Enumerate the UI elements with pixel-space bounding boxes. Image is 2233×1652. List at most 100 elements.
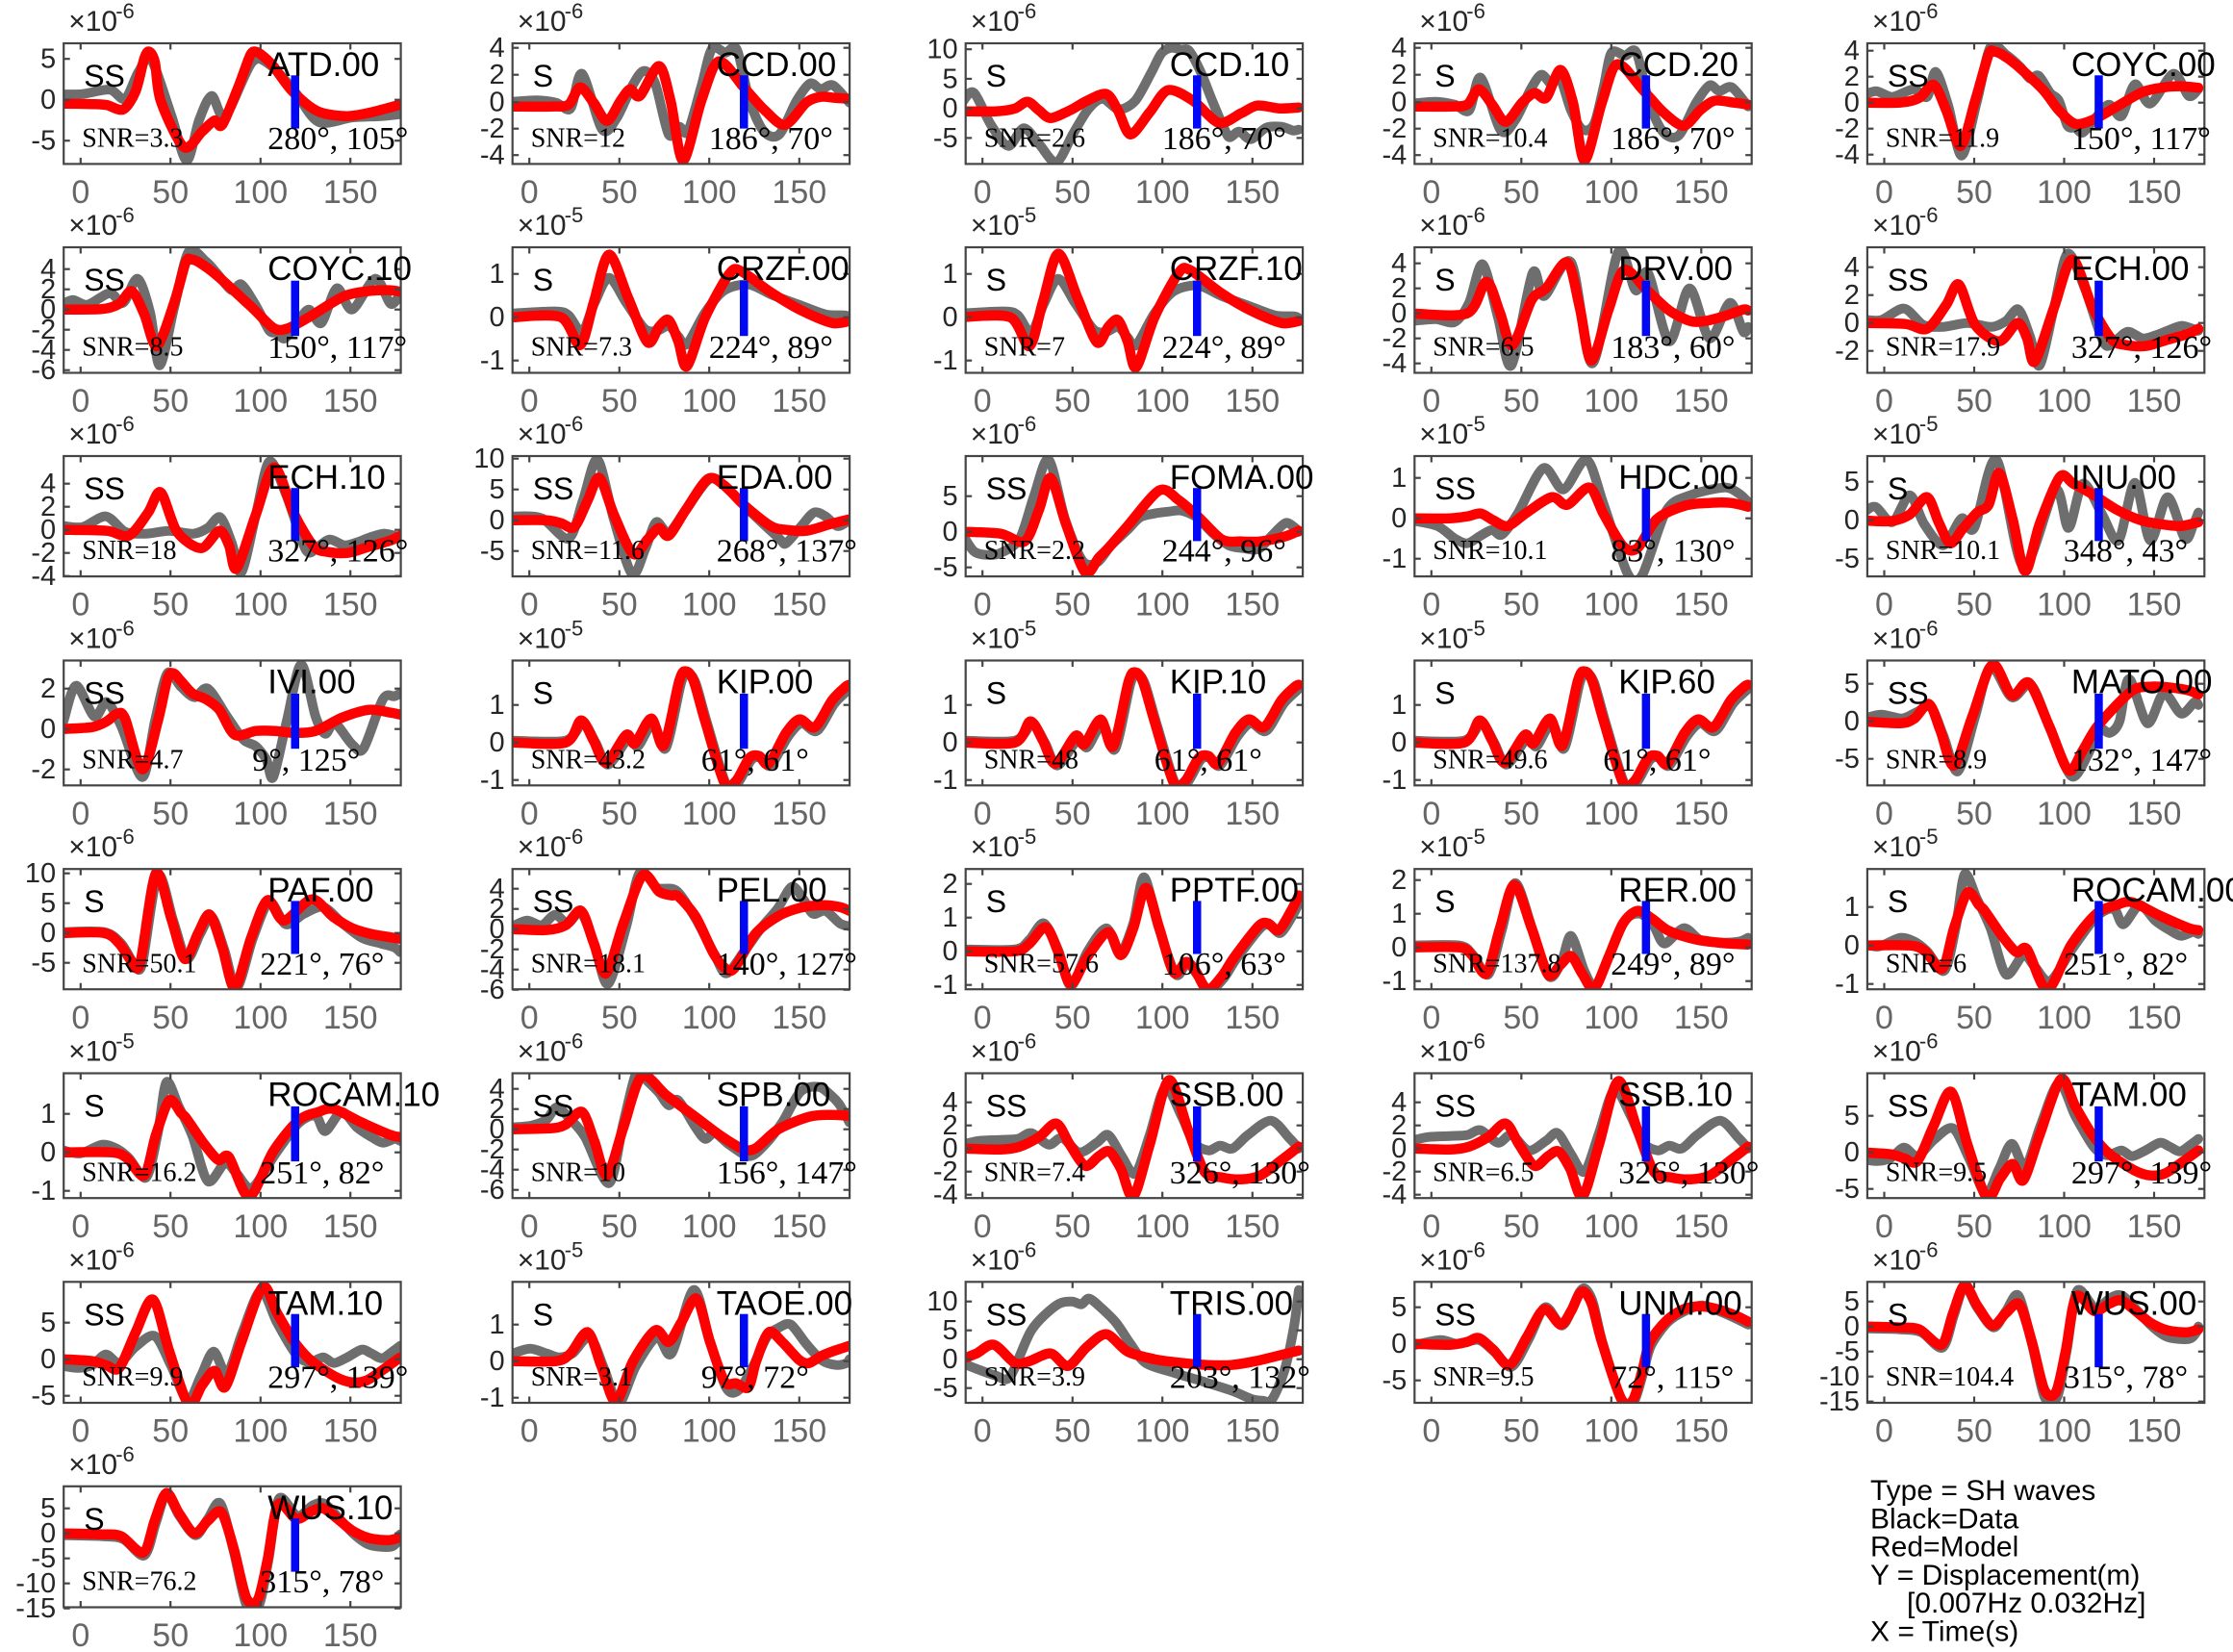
svg-text:50: 50	[1956, 1208, 1992, 1245]
svg-text:0: 0	[1422, 796, 1440, 832]
svg-text:100: 100	[233, 174, 288, 211]
svg-text:×10: ×10	[68, 6, 117, 38]
svg-text:SNR=16.2: SNR=16.2	[82, 1157, 196, 1187]
svg-text:100: 100	[682, 1000, 737, 1036]
svg-text:-6: -6	[565, 412, 584, 436]
svg-text:50: 50	[601, 587, 638, 623]
svg-text:-6: -6	[1919, 0, 1939, 23]
svg-text:100: 100	[1135, 1000, 1190, 1036]
svg-text:100: 100	[2037, 1413, 2092, 1450]
svg-text:-6: -6	[1919, 203, 1939, 227]
svg-text:×10: ×10	[1419, 1036, 1468, 1068]
svg-text:0: 0	[1422, 1413, 1440, 1450]
svg-text:2: 2	[490, 1094, 505, 1125]
svg-text:150: 150	[323, 1413, 378, 1450]
svg-text:×10: ×10	[518, 1036, 567, 1068]
svg-text:0: 0	[520, 796, 539, 832]
svg-text:ROCAM.00: ROCAM.00	[2071, 872, 2233, 909]
svg-text:5: 5	[1844, 1101, 1860, 1131]
svg-text:×10: ×10	[971, 1036, 1020, 1068]
svg-text:KIP.60: KIP.60	[1618, 664, 1715, 701]
svg-text:50: 50	[1054, 1413, 1091, 1450]
svg-text:50: 50	[152, 1000, 189, 1036]
svg-text:0: 0	[71, 1000, 89, 1036]
svg-text:61°, 61°: 61°, 61°	[701, 743, 809, 778]
svg-text:-1: -1	[1383, 765, 1408, 796]
svg-text:0: 0	[1422, 1000, 1440, 1036]
svg-text:100: 100	[1584, 174, 1638, 211]
svg-text:10: 10	[926, 1286, 957, 1317]
svg-text:0: 0	[1844, 930, 1860, 961]
svg-text:100: 100	[1135, 1208, 1190, 1245]
svg-text:SS: SS	[1888, 1089, 1929, 1124]
svg-text:1: 1	[1391, 899, 1407, 929]
svg-text:5: 5	[943, 64, 958, 94]
svg-text:5: 5	[40, 888, 56, 919]
svg-text:SNR=49.6: SNR=49.6	[1433, 745, 1547, 775]
svg-text:1: 1	[490, 1309, 505, 1340]
svg-text:100: 100	[233, 1617, 288, 1647]
svg-text:0: 0	[974, 1000, 992, 1036]
svg-text:S: S	[533, 263, 553, 297]
svg-text:-6: -6	[115, 825, 135, 849]
svg-text:-1: -1	[1383, 544, 1408, 574]
svg-text:0: 0	[974, 1413, 992, 1450]
svg-text:SS: SS	[986, 471, 1028, 506]
svg-text:315°, 78°: 315°, 78°	[2064, 1360, 2188, 1396]
svg-text:-1: -1	[933, 970, 958, 1001]
svg-text:0: 0	[520, 587, 539, 623]
svg-text:S: S	[1434, 263, 1455, 297]
svg-text:SS: SS	[986, 1297, 1028, 1332]
svg-text:×10: ×10	[971, 419, 1020, 450]
svg-text:100: 100	[1135, 1413, 1190, 1450]
svg-text:SNR=6: SNR=6	[1886, 949, 1967, 978]
svg-text:1: 1	[1391, 463, 1407, 494]
svg-text:SNR=4.7: SNR=4.7	[82, 745, 183, 775]
svg-text:315°, 78°: 315°, 78°	[260, 1564, 384, 1600]
svg-text:SS: SS	[986, 1089, 1028, 1124]
svg-text:-4: -4	[31, 561, 56, 592]
svg-text:-6: -6	[565, 1029, 584, 1054]
svg-text:50: 50	[1956, 1000, 1992, 1036]
svg-text:50: 50	[601, 1413, 638, 1450]
svg-text:SS: SS	[1888, 676, 1929, 711]
svg-text:2: 2	[1391, 273, 1407, 304]
svg-text:×10: ×10	[518, 623, 567, 655]
svg-text:100: 100	[233, 1208, 288, 1245]
svg-text:1: 1	[40, 1099, 56, 1130]
svg-text:150: 150	[1225, 1413, 1280, 1450]
svg-text:-4: -4	[1835, 140, 1860, 170]
svg-text:SS: SS	[1434, 1089, 1476, 1124]
svg-text:COYC.00: COYC.00	[2071, 46, 2216, 84]
svg-text:S: S	[1434, 676, 1455, 711]
svg-text:SNR=12: SNR=12	[531, 124, 625, 154]
svg-text:×10: ×10	[1872, 623, 1921, 655]
svg-text:-5: -5	[31, 1543, 56, 1574]
svg-text:SNR=8.5: SNR=8.5	[82, 333, 183, 363]
svg-text:SS: SS	[533, 471, 574, 506]
svg-text:0: 0	[943, 93, 958, 124]
svg-text:-6: -6	[1466, 203, 1485, 227]
svg-text:132°, 147°: 132°, 147°	[2071, 743, 2212, 778]
svg-text:-2: -2	[1835, 114, 1860, 144]
svg-text:0: 0	[490, 505, 505, 536]
svg-text:CRZF.00: CRZF.00	[717, 250, 850, 288]
svg-text:150: 150	[2127, 1208, 2182, 1245]
svg-text:0: 0	[974, 796, 992, 832]
svg-text:0: 0	[40, 515, 56, 546]
svg-text:10: 10	[473, 444, 504, 474]
svg-text:251°, 82°: 251°, 82°	[260, 1156, 384, 1191]
svg-text:SS: SS	[533, 1089, 574, 1124]
svg-text:50: 50	[1503, 1000, 1539, 1036]
svg-text:S: S	[1888, 1297, 1908, 1332]
svg-text:SNR=137.8: SNR=137.8	[1433, 949, 1561, 978]
svg-text:156°, 147°: 156°, 147°	[717, 1156, 857, 1191]
svg-text:150: 150	[2127, 383, 2182, 419]
svg-text:×10: ×10	[1419, 1244, 1468, 1276]
svg-text:×10: ×10	[971, 6, 1020, 38]
svg-text:-1: -1	[480, 345, 505, 376]
svg-text:0: 0	[71, 1617, 89, 1647]
svg-text:0: 0	[1391, 727, 1407, 758]
svg-text:0: 0	[974, 383, 992, 419]
svg-text:-1: -1	[1835, 969, 1860, 1000]
